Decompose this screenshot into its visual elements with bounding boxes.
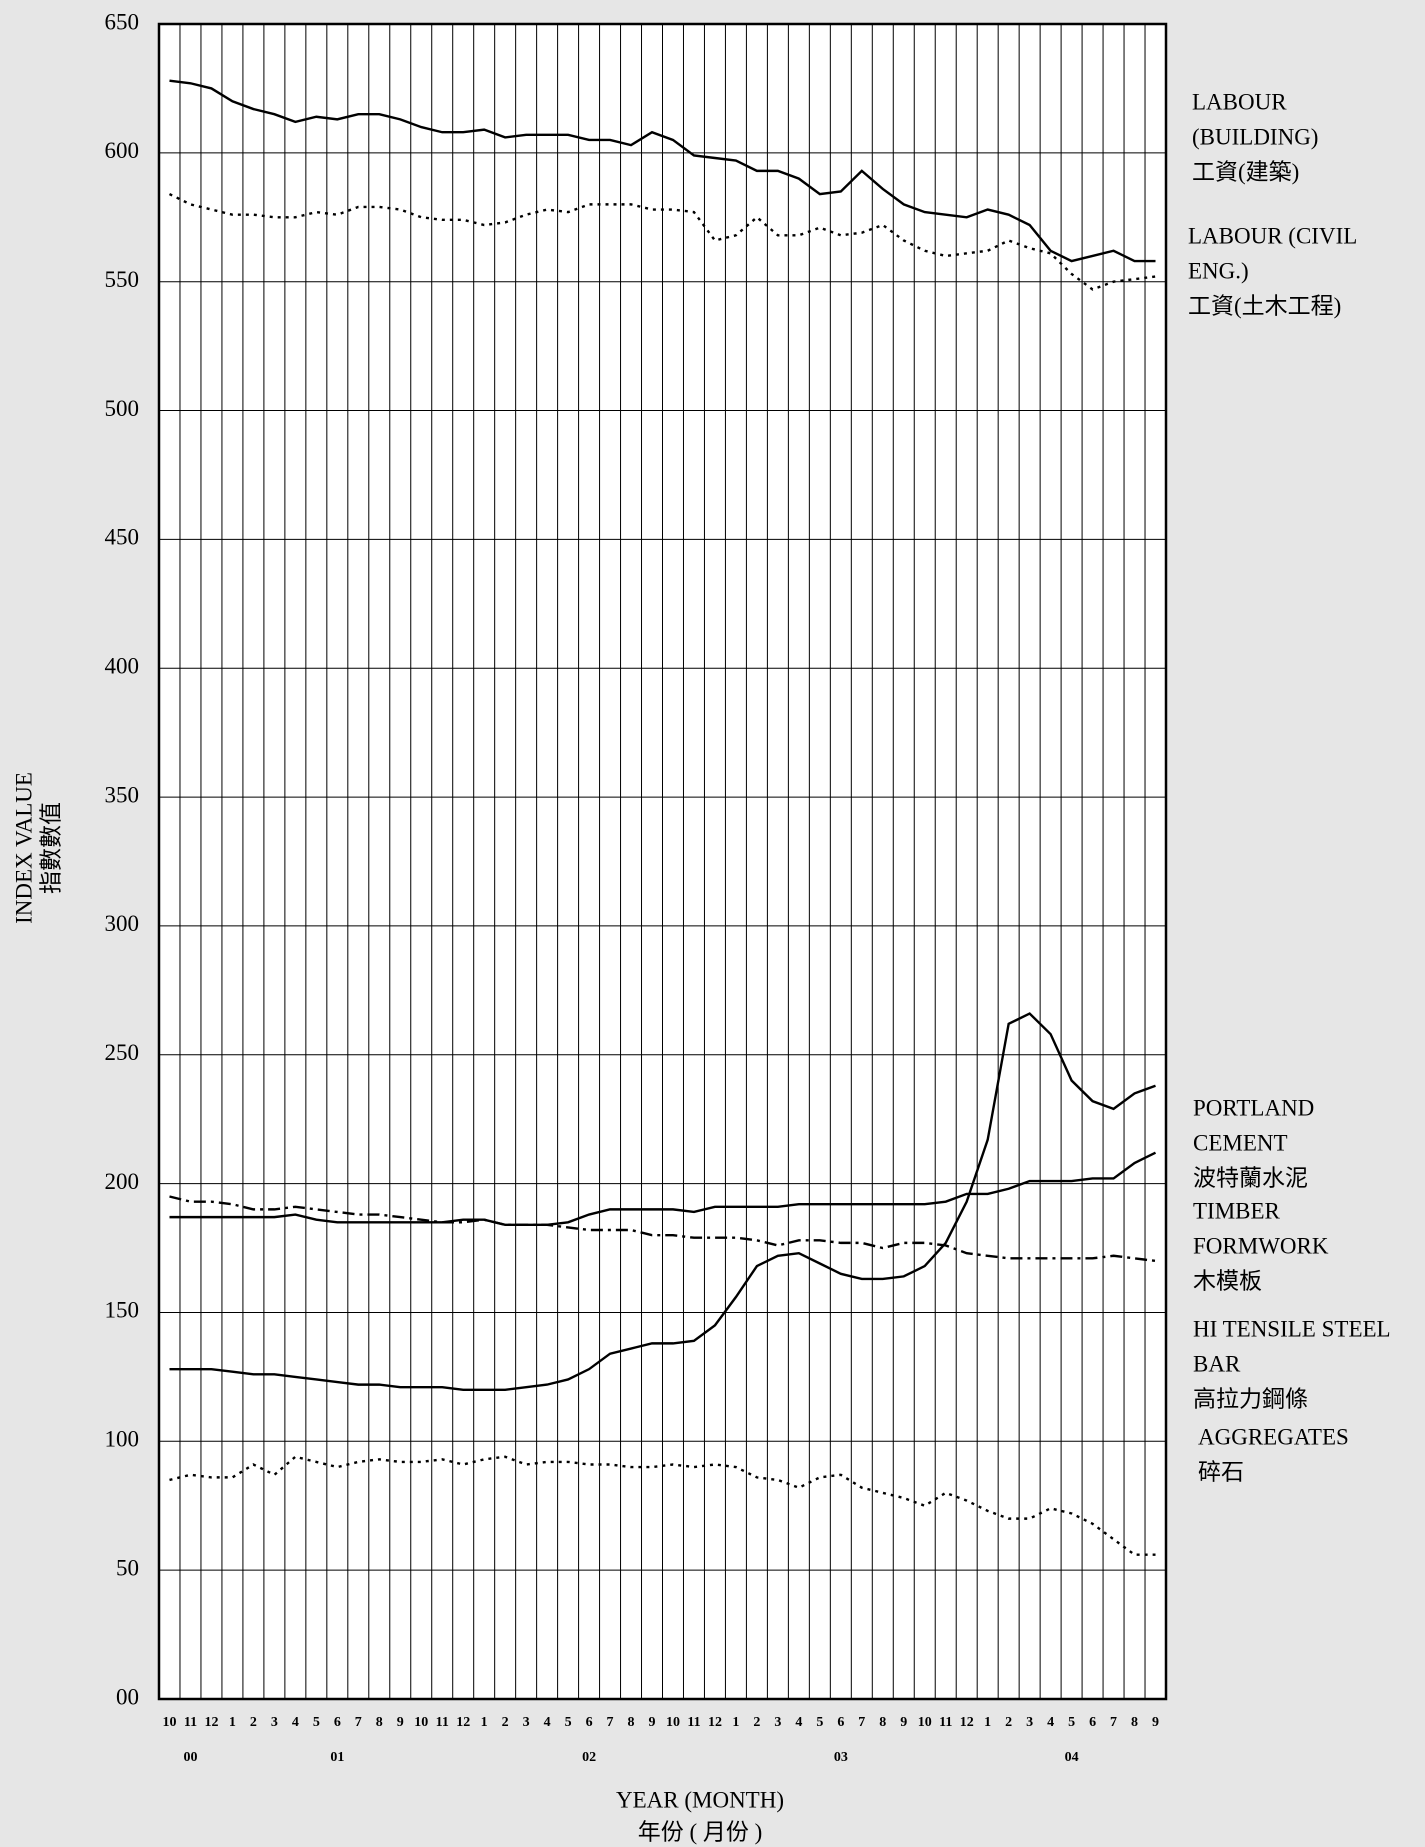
- x-tick-label: 7: [1110, 1715, 1117, 1730]
- y-tick-label: 300: [105, 911, 140, 936]
- x-tick-label: 10: [162, 1715, 176, 1730]
- y-tick-label: 500: [105, 396, 140, 421]
- y-tick-label: 100: [105, 1427, 140, 1452]
- x-tick-label: 5: [313, 1715, 320, 1730]
- x-tick-label: 3: [271, 1715, 278, 1730]
- x-tick-label: 1: [229, 1715, 236, 1730]
- x-tick-label: 10: [666, 1715, 680, 1730]
- y-axis-title: 指數數值: [38, 802, 63, 894]
- x-tick-label: 3: [1026, 1715, 1033, 1730]
- x-tick-label: 2: [753, 1715, 760, 1730]
- x-tick-label: 11: [184, 1715, 197, 1730]
- x-tick-label: 12: [960, 1715, 974, 1730]
- x-tick-label: 4: [292, 1715, 299, 1730]
- series-label: 波特蘭水泥: [1193, 1165, 1308, 1190]
- x-tick-label: 9: [900, 1715, 907, 1730]
- x-tick-label: 7: [355, 1715, 362, 1730]
- y-axis-title: INDEX VALUE: [11, 772, 36, 924]
- series-line: [169, 1455, 1156, 1556]
- x-tick-label: 11: [939, 1715, 952, 1730]
- x-tick-label: 12: [708, 1715, 722, 1730]
- x-tick-label: 6: [837, 1715, 844, 1730]
- year-label: 03: [834, 1750, 848, 1765]
- x-tick-label: 8: [1131, 1715, 1138, 1730]
- series-label: 碎石: [1198, 1459, 1244, 1484]
- x-tick-label: 10: [918, 1715, 932, 1730]
- x-tick-label: 9: [397, 1715, 404, 1730]
- series-label: 木模板: [1193, 1268, 1262, 1293]
- series-label: FORMWORK: [1193, 1233, 1329, 1258]
- series-label: LABOUR: [1192, 89, 1287, 114]
- year-label: 00: [183, 1750, 197, 1765]
- x-tick-label: 11: [436, 1715, 449, 1730]
- series-label: (BUILDING): [1192, 124, 1318, 149]
- y-tick-label: 400: [105, 654, 140, 679]
- y-tick-label: 650: [105, 9, 140, 34]
- series-label: 高拉力鋼條: [1193, 1386, 1308, 1411]
- x-tick-label: 3: [523, 1715, 530, 1730]
- x-tick-label: 12: [204, 1715, 218, 1730]
- x-tick-label: 7: [858, 1715, 865, 1730]
- x-tick-label: 1: [984, 1715, 991, 1730]
- x-tick-label: 7: [607, 1715, 614, 1730]
- series-label: HI TENSILE STEEL: [1193, 1316, 1391, 1341]
- x-tick-label: 9: [649, 1715, 656, 1730]
- year-label: 01: [330, 1750, 344, 1765]
- x-tick-label: 5: [565, 1715, 572, 1730]
- y-tick-label: 150: [105, 1298, 140, 1323]
- x-tick-label: 6: [586, 1715, 593, 1730]
- series-label: CEMENT: [1193, 1130, 1288, 1155]
- series-line: [169, 1151, 1157, 1227]
- year-label: 02: [582, 1750, 596, 1765]
- series-line: [169, 1195, 1156, 1263]
- x-tick-label: 1: [481, 1715, 488, 1730]
- series-label: PORTLAND: [1193, 1095, 1314, 1120]
- series-label: BAR: [1193, 1351, 1241, 1376]
- y-tick-label: 250: [105, 1040, 140, 1065]
- x-tick-label: 1: [732, 1715, 739, 1730]
- series-label: AGGREGATES: [1198, 1424, 1349, 1449]
- x-axis-title: YEAR (MONTH): [616, 1787, 784, 1812]
- x-tick-label: 9: [1152, 1715, 1159, 1730]
- x-tick-label: 10: [414, 1715, 428, 1730]
- x-tick-label: 6: [334, 1715, 341, 1730]
- x-tick-label: 11: [687, 1715, 700, 1730]
- series-line: [169, 79, 1156, 263]
- y-tick-label: 00: [116, 1684, 139, 1709]
- series-label: ENG.): [1188, 258, 1249, 283]
- series-line: [169, 1012, 1156, 1391]
- x-tick-label: 5: [816, 1715, 823, 1730]
- y-tick-label: 600: [105, 138, 140, 163]
- series-label: 工資(土木工程): [1188, 293, 1341, 318]
- series-line: [168, 192, 1156, 291]
- year-label: 04: [1065, 1750, 1079, 1765]
- series-label: 工資(建築): [1192, 159, 1299, 184]
- y-tick-label: 450: [105, 525, 140, 550]
- x-tick-label: 4: [544, 1715, 551, 1730]
- y-tick-label: 200: [105, 1169, 140, 1194]
- x-tick-label: 3: [774, 1715, 781, 1730]
- x-tick-label: 2: [502, 1715, 509, 1730]
- x-axis-title: 年份 ( 月份 ): [638, 1819, 763, 1844]
- x-tick-label: 5: [1068, 1715, 1075, 1730]
- x-tick-label: 6: [1089, 1715, 1096, 1730]
- plot-border: [157, 22, 1168, 1701]
- x-tick-label: 2: [1005, 1715, 1012, 1730]
- x-tick-label: 8: [879, 1715, 886, 1730]
- x-tick-label: 8: [628, 1715, 635, 1730]
- series-label: LABOUR (CIVIL: [1188, 223, 1357, 248]
- x-tick-label: 4: [1047, 1715, 1054, 1730]
- x-tick-label: 8: [376, 1715, 383, 1730]
- x-tick-label: 2: [250, 1715, 257, 1730]
- y-tick-label: 50: [116, 1555, 139, 1580]
- x-tick-label: 12: [456, 1715, 470, 1730]
- x-tick-label: 4: [795, 1715, 802, 1730]
- series-label: TIMBER: [1193, 1198, 1281, 1223]
- y-tick-label: 350: [105, 782, 140, 807]
- y-tick-label: 550: [105, 267, 140, 292]
